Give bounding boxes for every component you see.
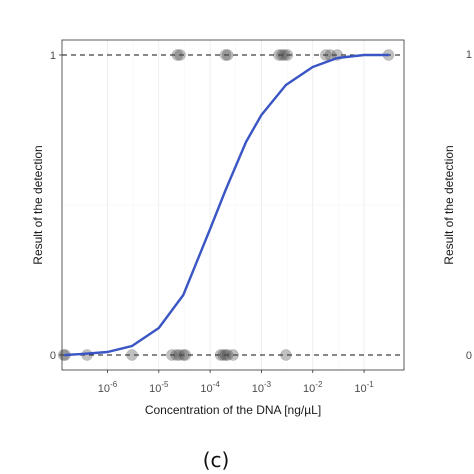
data-point [221, 349, 234, 361]
data-point [281, 49, 294, 61]
y-axis-title: Result of the detection [31, 145, 45, 264]
data-point [217, 349, 229, 361]
y-tick-label: 1 [50, 50, 56, 62]
data-point [170, 349, 183, 361]
second-panel-y-tick-bottom: 0 [466, 350, 472, 362]
data-point [221, 49, 234, 61]
grid [62, 40, 404, 370]
panel-caption: (c) [203, 448, 230, 472]
y-axis-ticks: 01 [50, 50, 62, 362]
data-point [219, 49, 232, 61]
x-tick-label: 10-3 [252, 380, 272, 395]
x-tick-label: 10-1 [354, 380, 374, 395]
data-point [278, 49, 291, 61]
plot-panel-border [61, 39, 405, 371]
data-point [320, 49, 332, 61]
x-tick-label: 10-2 [303, 380, 323, 395]
data-point [276, 49, 288, 61]
x-tick-label: 10-5 [149, 380, 169, 395]
second-panel-partial: Result of the detection 1 0 [442, 49, 472, 362]
data-point [171, 49, 184, 61]
x-tick-label: 10-4 [200, 380, 220, 395]
data-point [173, 349, 185, 361]
data-point [214, 349, 227, 361]
x-axis-ticks: 10-6 10-5 10-4 10-3 10-2 10-1 [98, 370, 374, 395]
data-point [219, 349, 232, 361]
data-point [126, 349, 138, 361]
data-point [177, 349, 190, 361]
data-point [273, 49, 285, 61]
data-point [280, 349, 292, 361]
second-panel-y-axis-title: Result of the detection [442, 145, 456, 264]
y-tick-label: 0 [50, 350, 56, 362]
x-tick-label: 10-6 [98, 380, 118, 395]
data-point [227, 349, 239, 361]
data-point [166, 349, 178, 361]
fit-curve [64, 53, 390, 357]
reference-lines [62, 54, 404, 356]
data-point [179, 349, 192, 361]
data-point [174, 49, 186, 61]
x-axis-title: Concentration of the DNA [ng/µL] [145, 403, 321, 417]
second-panel-y-tick-top: 1 [466, 49, 472, 61]
